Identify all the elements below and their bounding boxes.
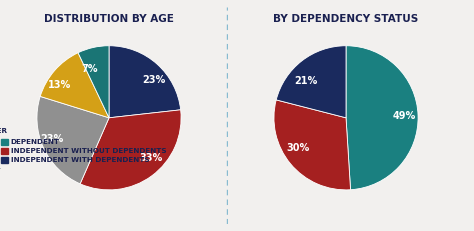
Wedge shape — [274, 100, 351, 190]
Wedge shape — [78, 46, 109, 118]
Text: 33%: 33% — [139, 153, 162, 164]
Wedge shape — [37, 96, 109, 184]
Wedge shape — [40, 53, 109, 118]
Wedge shape — [109, 46, 181, 118]
Legend: 19 OR YOUNGER, 20 TO 23, 24 TO 30, 31 TO 40, 41 AND OLDER: 19 OR YOUNGER, 20 TO 23, 24 TO 30, 31 TO… — [0, 125, 10, 173]
Text: 23%: 23% — [143, 75, 166, 85]
Text: 13%: 13% — [48, 80, 71, 90]
Title: DISTRIBUTION BY AGE: DISTRIBUTION BY AGE — [44, 14, 174, 24]
Wedge shape — [276, 46, 346, 118]
Text: 23%: 23% — [40, 134, 63, 144]
Text: 21%: 21% — [294, 76, 317, 86]
Title: BY DEPENDENCY STATUS: BY DEPENDENCY STATUS — [273, 14, 419, 24]
Text: 30%: 30% — [287, 143, 310, 153]
Text: 49%: 49% — [393, 111, 416, 121]
Wedge shape — [346, 46, 418, 190]
Legend: DEPENDENT, INDEPENDENT WITHOUT DEPENDENTS, INDEPENDENT WITH DEPENDENTS: DEPENDENT, INDEPENDENT WITHOUT DEPENDENT… — [0, 136, 169, 166]
Text: 7%: 7% — [82, 64, 98, 74]
Wedge shape — [80, 110, 181, 190]
